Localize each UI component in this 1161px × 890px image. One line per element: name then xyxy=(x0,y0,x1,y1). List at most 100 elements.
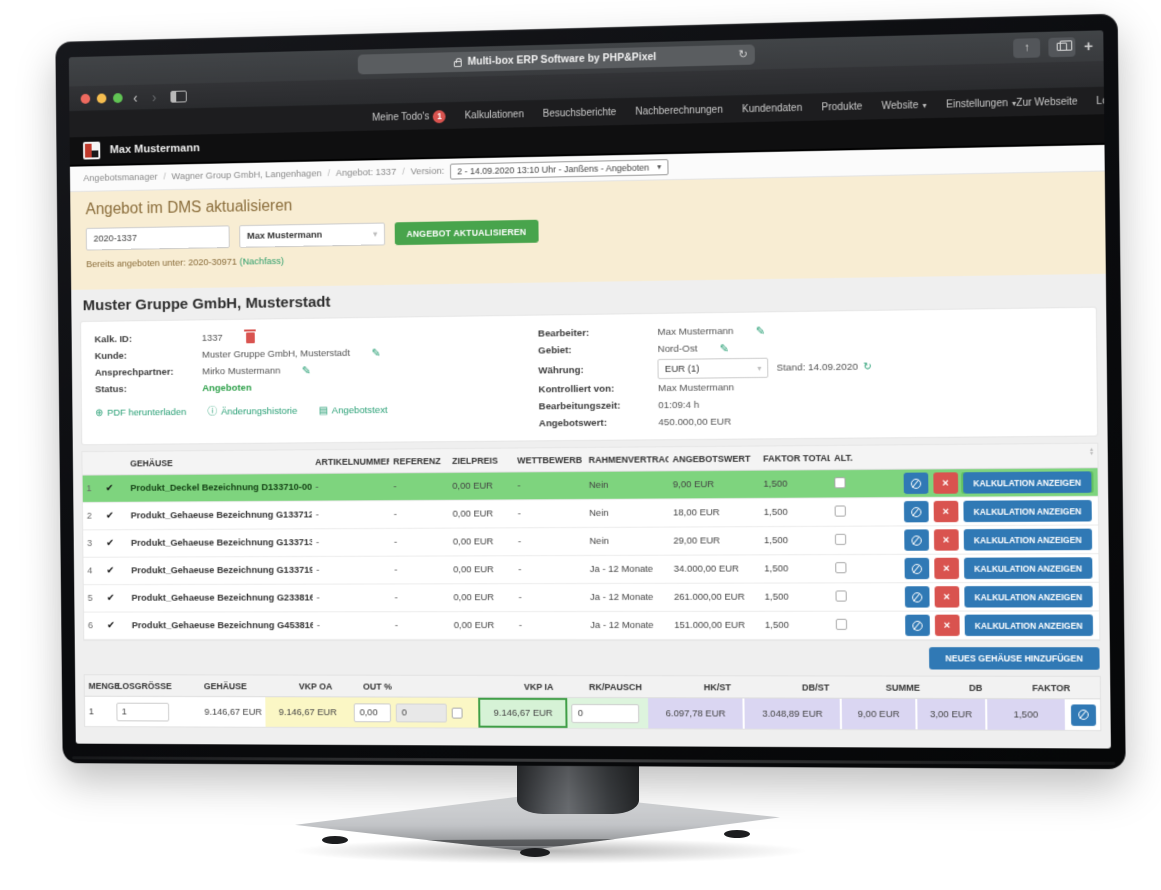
edit-icon[interactable]: ✎ xyxy=(301,365,311,378)
row-check-icon[interactable]: ✔ xyxy=(106,538,115,549)
kalk-id-value: 1337 xyxy=(201,332,223,344)
kalkulation-anzeigen-button[interactable]: KALKULATION ANZEIGEN xyxy=(962,471,1092,494)
stand-date: Stand: 14.09.2020 xyxy=(776,361,859,374)
minimize-window-button[interactable] xyxy=(96,92,107,103)
breadcrumb-angebot[interactable]: Angebot: 1337 xyxy=(335,166,397,179)
kalkulation-anzeigen-button[interactable]: KALKULATION ANZEIGEN xyxy=(963,557,1093,580)
gehaeuse-name[interactable]: Produkt_Gehaeuse Bezeichnung G133712-000 xyxy=(130,509,312,522)
rk-pausch-input[interactable] xyxy=(571,703,640,723)
nav-item-todos[interactable]: Meine Todo's 1 xyxy=(372,109,447,125)
zoom-window-button[interactable] xyxy=(113,92,123,103)
back-button[interactable]: ‹ xyxy=(133,89,138,106)
edit-icon[interactable]: ✎ xyxy=(755,325,766,338)
edit-icon[interactable]: ✎ xyxy=(719,343,730,356)
nav-item-logout[interactable]: Logout xyxy=(1096,94,1111,107)
copy-row-button[interactable] xyxy=(904,557,930,580)
kalkulation-anzeigen-button[interactable]: KALKULATION ANZEIGEN xyxy=(964,585,1093,608)
angebotswert-value: 18,00 EUR xyxy=(673,507,720,519)
copy-row-button[interactable] xyxy=(903,500,929,523)
row-check-icon[interactable]: ✔ xyxy=(106,592,115,604)
wettbewerb-value: - xyxy=(518,620,523,632)
alt-checkbox[interactable] xyxy=(835,618,848,630)
edit-icon[interactable]: ✎ xyxy=(371,347,381,360)
pdf-download-link[interactable]: ⊕ PDF herunterladen xyxy=(95,407,187,419)
address-bar[interactable]: Multi-box ERP Software by PHP&Pixel ↻ xyxy=(357,44,755,75)
gehaeuse-name[interactable]: Produkt_Gehaeuse Bezeichnung G233816-000 xyxy=(131,592,313,604)
dms-user-select[interactable]: Max Mustermann ▾ xyxy=(239,222,386,248)
alt-checkbox[interactable] xyxy=(835,589,847,602)
delete-row-button[interactable]: × xyxy=(934,614,960,636)
nav-item-kalkulationen[interactable]: Kalkulationen xyxy=(464,108,524,122)
rahmenvertrag-value: Nein xyxy=(588,479,609,491)
ansprechpartner-value: Mirko Mustermann xyxy=(202,365,281,378)
nav-dropdown-website[interactable]: Website ▾ xyxy=(881,99,927,112)
chevron-down-icon: ▾ xyxy=(757,363,762,373)
copy-row-button[interactable] xyxy=(904,586,930,608)
tab-overview-button[interactable] xyxy=(1048,36,1076,57)
reload-icon[interactable]: ↻ xyxy=(738,48,748,61)
nav-item-besuchsberichte[interactable]: Besuchsberichte xyxy=(542,106,617,120)
table-scroll-arrows[interactable]: ▲ ▼ xyxy=(1089,446,1095,458)
nav-item-kundendaten[interactable]: Kundendaten xyxy=(741,102,803,115)
close-window-button[interactable] xyxy=(80,93,91,104)
nav-item-produkte[interactable]: Produkte xyxy=(821,100,863,113)
delete-row-button[interactable]: × xyxy=(934,586,960,608)
gehaeuse-name[interactable]: Produkt_Deckel Bezeichnung D133710-000 xyxy=(130,481,312,494)
row-check-icon[interactable]: ✔ xyxy=(105,510,114,522)
row-number: 3 xyxy=(87,538,93,549)
nachfass-link[interactable]: (Nachfass) xyxy=(239,255,285,268)
version-select[interactable]: 2 - 14.09.2020 13:10 Uhr - Janßens - Ang… xyxy=(450,158,669,180)
delete-row-button[interactable]: × xyxy=(933,472,959,494)
chevron-down-icon: ▾ xyxy=(373,229,378,239)
out-checkbox[interactable] xyxy=(451,707,463,719)
alt-checkbox[interactable] xyxy=(834,504,846,517)
copy-icon xyxy=(910,478,922,489)
nav-item-zur-webseite[interactable]: Zur Webseite xyxy=(1016,95,1078,109)
row-check-icon[interactable]: ✔ xyxy=(105,483,114,495)
delete-row-button[interactable]: × xyxy=(934,557,959,580)
breadcrumb-angebotsmanager[interactable]: Angebotsmanager xyxy=(83,171,158,185)
row-number: 1 xyxy=(86,483,92,495)
share-button[interactable]: ↑ xyxy=(1013,37,1041,58)
row-check-icon[interactable]: ✔ xyxy=(106,565,115,577)
alt-checkbox[interactable] xyxy=(834,533,847,545)
kunde-value: Muster Gruppe GmbH, Musterstadt xyxy=(201,347,351,361)
nav-dropdown-einstellungen[interactable]: Einstellungen ▾ xyxy=(946,97,1017,111)
dms-number-input[interactable] xyxy=(85,225,230,251)
gehaeuse-name[interactable]: Produkt_Gehaeuse Bezeichnung G133719-000 xyxy=(131,564,313,577)
alt-checkbox[interactable] xyxy=(835,561,847,573)
new-tab-button[interactable]: + xyxy=(1083,37,1094,55)
gehaeuse-name[interactable]: Produkt_Gehaeuse Bezeichnung G453816-000 xyxy=(131,620,314,632)
delete-kalkulation-icon[interactable] xyxy=(245,332,255,344)
faktor-total-value: 1,500 xyxy=(764,619,790,631)
forward-button[interactable]: › xyxy=(151,88,157,105)
delete-row-button[interactable]: × xyxy=(933,529,959,551)
kalkulation-anzeigen-button[interactable]: KALKULATION ANZEIGEN xyxy=(963,528,1093,551)
neues-gehaeuse-hinzufuegen-button[interactable]: NEUES GEHÄUSE HINZUFÜGEN xyxy=(928,647,1100,670)
delete-row-button[interactable]: × xyxy=(933,500,959,523)
gehaeuse-name[interactable]: Produkt_Gehaeuse Bezeichnung G133713-000 xyxy=(130,537,313,549)
out-value-input[interactable] xyxy=(395,702,447,723)
copy-summary-button[interactable] xyxy=(1070,703,1097,726)
sidebar-toggle-icon[interactable] xyxy=(170,90,188,103)
out-percent-input[interactable] xyxy=(353,702,391,722)
kalkulation-anzeigen-button[interactable]: KALKULATION ANZEIGEN xyxy=(964,614,1094,636)
angebot-aktualisieren-button[interactable]: ANGEBOT AKTUALISIEREN xyxy=(394,219,539,246)
angebotstext-link[interactable]: ▤ Angebotstext xyxy=(318,404,388,417)
copy-row-button[interactable] xyxy=(904,614,930,636)
kalkulation-anzeigen-button[interactable]: KALKULATION ANZEIGEN xyxy=(963,499,1092,523)
row-check-icon[interactable]: ✔ xyxy=(106,620,116,632)
copy-row-button[interactable] xyxy=(903,472,929,494)
waehrung-select[interactable]: EUR (1) ▾ xyxy=(657,357,769,380)
losgroesse-input[interactable] xyxy=(115,702,169,721)
angebotswert-value: 450.000,00 EUR xyxy=(658,416,732,429)
customer-card: Kalk. ID: 1337 Kunde: Muster Gruppe GmbH… xyxy=(81,307,1098,445)
breadcrumb-kunde[interactable]: Wagner Group GmbH, Langenhagen xyxy=(171,168,322,183)
refresh-icon[interactable]: ↻ xyxy=(862,360,872,373)
copy-row-button[interactable] xyxy=(904,529,929,551)
angebotswert-value: 34.000,00 EUR xyxy=(673,563,740,575)
alt-checkbox[interactable] xyxy=(834,476,846,488)
aenderungshistorie-link[interactable]: ⓘ Änderungshistorie xyxy=(207,405,298,418)
nav-item-nachberechnungen[interactable]: Nachberechnungen xyxy=(635,104,723,118)
db-value: 3,00 EUR xyxy=(917,698,986,730)
